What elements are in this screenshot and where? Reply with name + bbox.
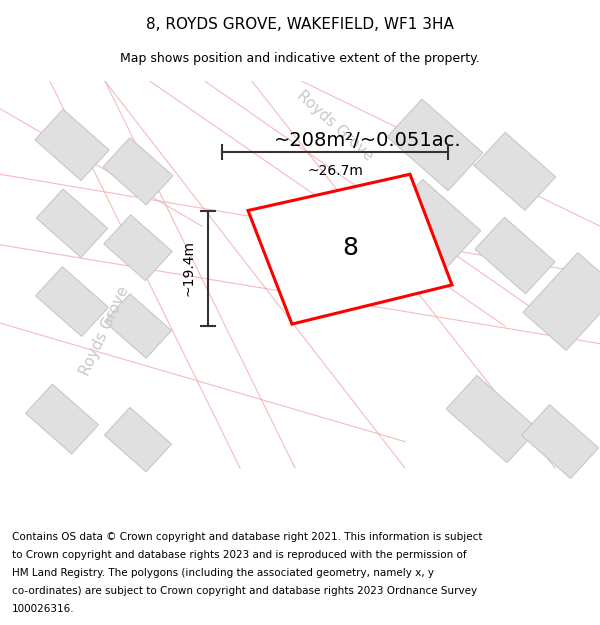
- Text: HM Land Registry. The polygons (including the associated geometry, namely x, y: HM Land Registry. The polygons (includin…: [12, 568, 434, 578]
- Polygon shape: [389, 179, 481, 267]
- Polygon shape: [104, 294, 172, 358]
- Polygon shape: [37, 189, 107, 258]
- Text: Map shows position and indicative extent of the property.: Map shows position and indicative extent…: [120, 52, 480, 65]
- Text: Royds Grove: Royds Grove: [294, 88, 376, 163]
- Polygon shape: [35, 109, 109, 181]
- Polygon shape: [523, 253, 600, 351]
- Text: 100026316.: 100026316.: [12, 604, 74, 614]
- Text: co-ordinates) are subject to Crown copyright and database rights 2023 Ordnance S: co-ordinates) are subject to Crown copyr…: [12, 586, 477, 596]
- Polygon shape: [103, 138, 173, 205]
- Text: Royds Grove: Royds Grove: [78, 284, 132, 378]
- Polygon shape: [248, 174, 452, 324]
- Polygon shape: [26, 384, 98, 454]
- Text: 8, ROYDS GROVE, WAKEFIELD, WF1 3HA: 8, ROYDS GROVE, WAKEFIELD, WF1 3HA: [146, 17, 454, 32]
- Polygon shape: [475, 132, 556, 211]
- Text: Contains OS data © Crown copyright and database right 2021. This information is : Contains OS data © Crown copyright and d…: [12, 532, 482, 542]
- Polygon shape: [104, 408, 172, 472]
- Polygon shape: [475, 217, 555, 294]
- Text: 8: 8: [343, 236, 359, 261]
- Polygon shape: [521, 404, 599, 479]
- Polygon shape: [446, 376, 538, 462]
- Polygon shape: [35, 267, 109, 336]
- Text: to Crown copyright and database rights 2023 and is reproduced with the permissio: to Crown copyright and database rights 2…: [12, 550, 467, 560]
- Polygon shape: [104, 215, 172, 281]
- Polygon shape: [387, 99, 483, 191]
- Text: ~208m²/~0.051ac.: ~208m²/~0.051ac.: [274, 131, 462, 149]
- Text: ~26.7m: ~26.7m: [307, 164, 363, 178]
- Text: ~19.4m: ~19.4m: [181, 240, 195, 296]
